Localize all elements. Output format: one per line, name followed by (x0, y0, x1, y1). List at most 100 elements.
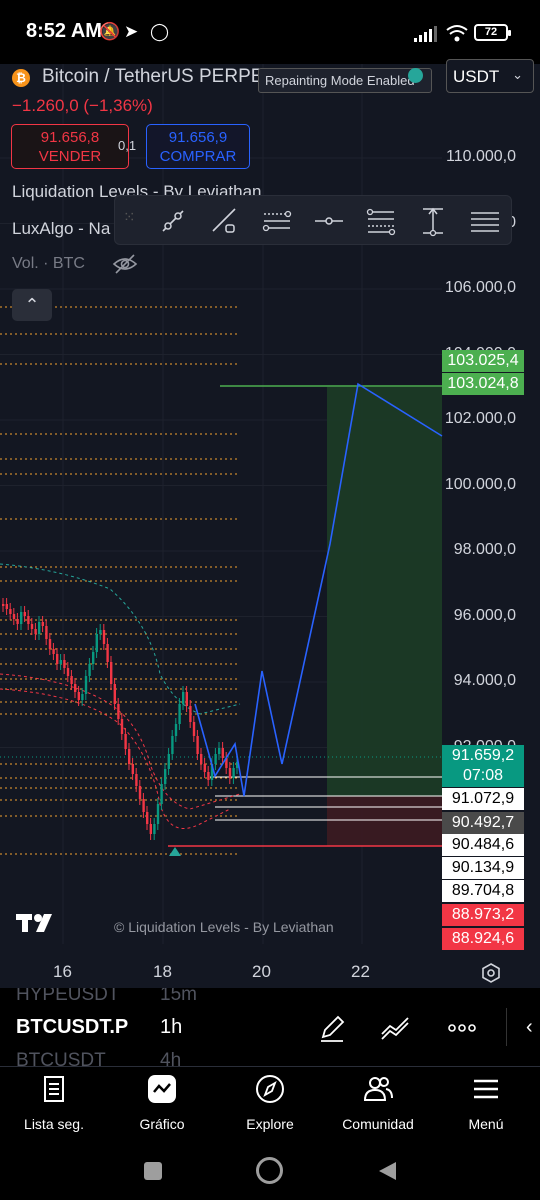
candle (117, 704, 120, 719)
current-symbol[interactable]: BTCUSDT.P (16, 1016, 129, 1038)
candle (9, 609, 12, 614)
chevron-down-icon: ⌄ (512, 67, 523, 82)
fib-retracement-icon[interactable] (365, 205, 397, 237)
candle (56, 654, 59, 664)
candle (99, 630, 102, 634)
currency-value: USDT (453, 67, 500, 86)
eye-off-icon[interactable] (112, 252, 138, 276)
community-icon (363, 1077, 393, 1101)
price-badge: 91.659,2 (442, 745, 524, 767)
buy-signal-icon (169, 847, 181, 856)
nav-label: Menú (468, 1116, 504, 1132)
back-button[interactable] (376, 1160, 398, 1182)
telegram-icon: ➤ (124, 22, 139, 41)
nav-label: Comunidad (342, 1116, 414, 1132)
candle (27, 616, 30, 624)
chart-icon (148, 1075, 176, 1103)
current-timeframe[interactable]: 1h (160, 1016, 183, 1038)
stop-zone (327, 796, 442, 846)
price-axis-label: 106.000,0 (444, 279, 516, 296)
candle (92, 652, 95, 664)
candle (30, 624, 34, 629)
next-timeframe[interactable]: 4h (160, 1050, 182, 1066)
parallel-channel-icon[interactable] (261, 205, 293, 237)
candle (84, 676, 88, 694)
nav-watchlist[interactable]: Lista seg. (0, 1073, 108, 1132)
symbol-bar[interactable]: HYPEUSDT 15m BTCUSDT.P 1h BTCUSDT 4h ‹ (0, 988, 540, 1066)
projection-path (194, 382, 443, 797)
collapse-legend-button[interactable]: ⌃ (12, 289, 52, 321)
price-change: −1.260,0 (−1,36%) (12, 96, 153, 115)
candle (5, 604, 8, 609)
horizontal-line-icon[interactable] (313, 205, 345, 237)
candle (192, 722, 196, 736)
price-badge: 90.492,7 (442, 812, 524, 834)
buy-button[interactable]: 91.656,9 COMPRAR (146, 124, 250, 169)
candle (88, 664, 91, 676)
price-axis-label: 110.000,0 (446, 148, 516, 165)
candle (203, 764, 206, 772)
volume-label[interactable]: Vol. · BTC (12, 255, 85, 272)
candle (171, 736, 174, 754)
candle (156, 804, 160, 824)
candle (124, 734, 127, 749)
trend-line-icon[interactable] (157, 205, 189, 237)
candle (153, 824, 156, 834)
candle (16, 619, 19, 624)
candle (52, 649, 55, 654)
nav-chart[interactable]: Gráfico (108, 1073, 216, 1132)
ray-icon[interactable] (209, 205, 241, 237)
status-bar: 8:52 AM 🔕 ➤ ◯ 72 (0, 0, 540, 64)
nav-menu[interactable]: Menú (432, 1073, 540, 1132)
candle (74, 684, 77, 692)
candle (196, 736, 199, 754)
candle (113, 684, 116, 704)
system-nav[interactable] (0, 1152, 540, 1200)
menu-icon (474, 1079, 498, 1099)
price-axis-label: 94.000,0 (453, 672, 516, 689)
collapse-arrow-icon[interactable]: ‹ (526, 1016, 533, 1038)
next-symbol[interactable]: BTCUSDT (16, 1050, 106, 1066)
recents-button[interactable] (144, 1162, 162, 1180)
drawing-toolbar[interactable]: ⁙ (114, 195, 512, 245)
price-badge: 88.973,2 (442, 904, 524, 926)
pencil-icon[interactable] (316, 1012, 348, 1044)
candle (45, 626, 48, 639)
indicator-watermark: © Liquidation Levels - By Leviathan (114, 919, 334, 935)
candle (185, 692, 188, 706)
chart-settings-icon[interactable] (480, 962, 502, 984)
prev-timeframe[interactable]: 15m (160, 988, 197, 1005)
candle (41, 622, 44, 626)
candle (95, 634, 98, 652)
drawing-tools-icon[interactable] (380, 1012, 412, 1044)
sell-price: 91.656,8 (40, 129, 100, 146)
bottom-nav[interactable]: Lista seg. Gráfico Explore Comunidad Men… (0, 1066, 540, 1152)
time-label: 18 (153, 962, 172, 981)
more-options-icon[interactable] (446, 1012, 478, 1044)
nav-community[interactable]: Comunidad (324, 1073, 432, 1132)
candle (164, 769, 167, 784)
candle (23, 612, 26, 616)
nav-label: Lista seg. (24, 1116, 84, 1132)
whatsapp-icon: ◯ (150, 22, 170, 41)
home-button[interactable] (256, 1157, 283, 1184)
vertical-range-icon[interactable] (417, 205, 449, 237)
prev-symbol[interactable]: HYPEUSDT (16, 988, 120, 1005)
time-label: 16 (53, 962, 72, 981)
candle (167, 754, 170, 769)
candle (174, 724, 178, 736)
horizontal-lines-icon[interactable] (469, 205, 501, 237)
candle (135, 774, 138, 786)
sell-button[interactable]: 91.656,8 VENDER (11, 124, 129, 169)
time-label: 20 (252, 962, 271, 981)
candle (66, 668, 70, 676)
repaint-status-icon (408, 68, 423, 83)
drag-handle-icon[interactable]: ⁙ (123, 209, 137, 226)
currency-select[interactable]: USDT ⌄ (446, 59, 534, 93)
compass-icon (256, 1075, 284, 1103)
nav-explore[interactable]: Explore (216, 1073, 324, 1132)
candle (110, 662, 113, 684)
candle (128, 749, 131, 764)
indicator-luxalgo[interactable]: LuxAlgo - Na (12, 219, 111, 238)
candle (81, 694, 84, 700)
